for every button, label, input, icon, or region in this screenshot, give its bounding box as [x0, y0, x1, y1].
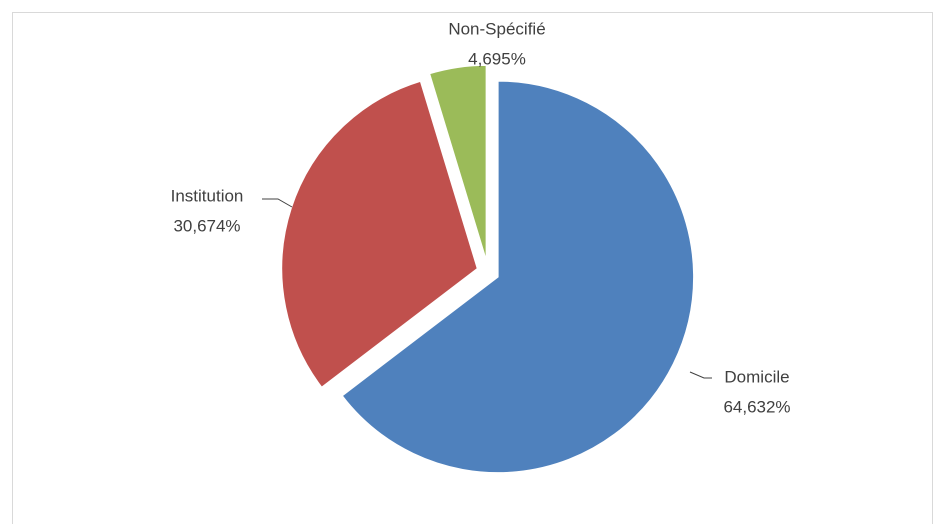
pie-slice	[340, 80, 695, 474]
slice-value-label: 64,632%	[723, 397, 790, 416]
pie-slice	[280, 80, 479, 389]
slice-value-label: 30,674%	[173, 216, 240, 235]
pie-slice	[428, 64, 488, 262]
slice-label: Domicile	[724, 367, 789, 386]
leader-line	[262, 198, 293, 208]
slice-value-label: 4,695%	[468, 49, 526, 68]
leader-line	[689, 371, 712, 379]
slice-label: Non-Spécifié	[448, 19, 545, 38]
slice-label: Institution	[171, 186, 244, 205]
